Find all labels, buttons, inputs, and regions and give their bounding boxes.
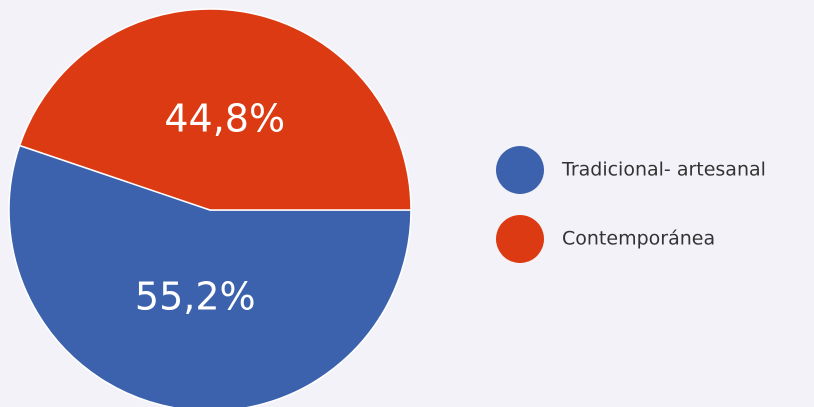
legend-label: Contemporánea [562, 228, 715, 250]
slice-label: 55,2% [135, 275, 256, 319]
legend-marker [496, 146, 544, 194]
pie-slice [8, 144, 412, 407]
legend-marker [496, 215, 544, 263]
legend-label: Tradicional- artesanal [561, 159, 766, 181]
pie-slice [18, 8, 412, 211]
slice-label: 44,8% [164, 96, 285, 140]
